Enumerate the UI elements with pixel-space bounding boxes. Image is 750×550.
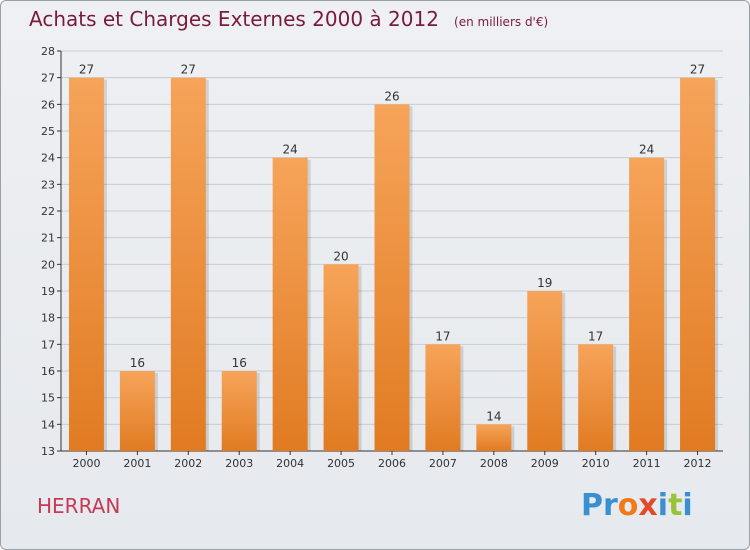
brand-letter: o bbox=[617, 488, 639, 523]
y-tick-label: 17 bbox=[41, 338, 55, 351]
bar bbox=[272, 157, 308, 451]
y-tick-label: 18 bbox=[41, 312, 55, 325]
brand-letter: x bbox=[638, 488, 658, 523]
x-tick-label: 2003 bbox=[225, 457, 253, 470]
y-tick-label: 16 bbox=[41, 365, 55, 378]
bar-value-label: 27 bbox=[690, 63, 705, 77]
y-tick-label: 20 bbox=[41, 258, 55, 271]
brand-letter: P bbox=[581, 488, 603, 523]
bar-value-label: 24 bbox=[639, 143, 654, 157]
y-tick-label: 21 bbox=[41, 232, 55, 245]
x-tick-label: 2005 bbox=[327, 457, 355, 470]
bar bbox=[170, 77, 206, 452]
bar-value-label: 24 bbox=[283, 143, 298, 157]
bar bbox=[629, 157, 665, 451]
x-tick-label: 2009 bbox=[531, 457, 559, 470]
bar bbox=[578, 344, 614, 451]
bar-value-label: 20 bbox=[333, 249, 348, 263]
x-tick-label: 2008 bbox=[480, 457, 508, 470]
chart-subtitle: (en milliers d'€) bbox=[454, 15, 549, 29]
y-tick-label: 28 bbox=[41, 45, 55, 58]
bar-value-label: 27 bbox=[79, 63, 94, 77]
x-tick-label: 2004 bbox=[276, 457, 304, 470]
y-tick-label: 25 bbox=[41, 125, 55, 138]
bar-value-label: 17 bbox=[435, 329, 450, 343]
x-tick-label: 2012 bbox=[684, 457, 712, 470]
y-tick-label: 13 bbox=[41, 445, 55, 458]
bar bbox=[425, 344, 461, 451]
y-tick-label: 19 bbox=[41, 285, 55, 298]
y-tick-label: 26 bbox=[41, 98, 55, 111]
bar bbox=[374, 104, 410, 451]
bar bbox=[527, 291, 563, 451]
x-tick-label: 2011 bbox=[633, 457, 661, 470]
bar bbox=[680, 77, 716, 452]
x-tick-label: 2007 bbox=[429, 457, 457, 470]
bar bbox=[119, 371, 155, 451]
bar bbox=[68, 77, 104, 452]
y-tick-label: 22 bbox=[41, 205, 55, 218]
bar-value-label: 16 bbox=[130, 356, 145, 370]
title-block: Achats et Charges Externes 2000 à 2012 (… bbox=[29, 7, 548, 31]
bar-value-label: 27 bbox=[181, 63, 196, 77]
y-tick-label: 15 bbox=[41, 392, 55, 405]
bar-value-label: 17 bbox=[588, 329, 603, 343]
brand-letter: i bbox=[657, 488, 669, 523]
y-tick-label: 27 bbox=[41, 72, 55, 85]
chart-title: Achats et Charges Externes 2000 à 2012 bbox=[29, 7, 439, 31]
brand-letter: r bbox=[603, 488, 618, 523]
x-tick-label: 2002 bbox=[174, 457, 202, 470]
brand-logo: Proxiti bbox=[581, 488, 693, 523]
bar-value-label: 16 bbox=[232, 356, 247, 370]
bar bbox=[323, 264, 359, 451]
bar bbox=[221, 371, 257, 451]
x-tick-label: 2000 bbox=[72, 457, 100, 470]
bar bbox=[476, 424, 512, 451]
y-tick-label: 14 bbox=[41, 418, 55, 431]
x-tick-label: 2010 bbox=[582, 457, 610, 470]
bar-value-label: 19 bbox=[537, 276, 552, 290]
commune-name: HERRAN bbox=[37, 494, 121, 518]
x-tick-label: 2006 bbox=[378, 457, 406, 470]
brand-letter: t bbox=[668, 488, 683, 523]
x-tick-label: 2001 bbox=[123, 457, 151, 470]
bar-value-label: 14 bbox=[486, 409, 501, 423]
y-tick-label: 24 bbox=[41, 152, 55, 165]
bar-value-label: 26 bbox=[384, 89, 399, 103]
brand-letter: i bbox=[682, 488, 693, 523]
y-tick-label: 23 bbox=[41, 178, 55, 191]
